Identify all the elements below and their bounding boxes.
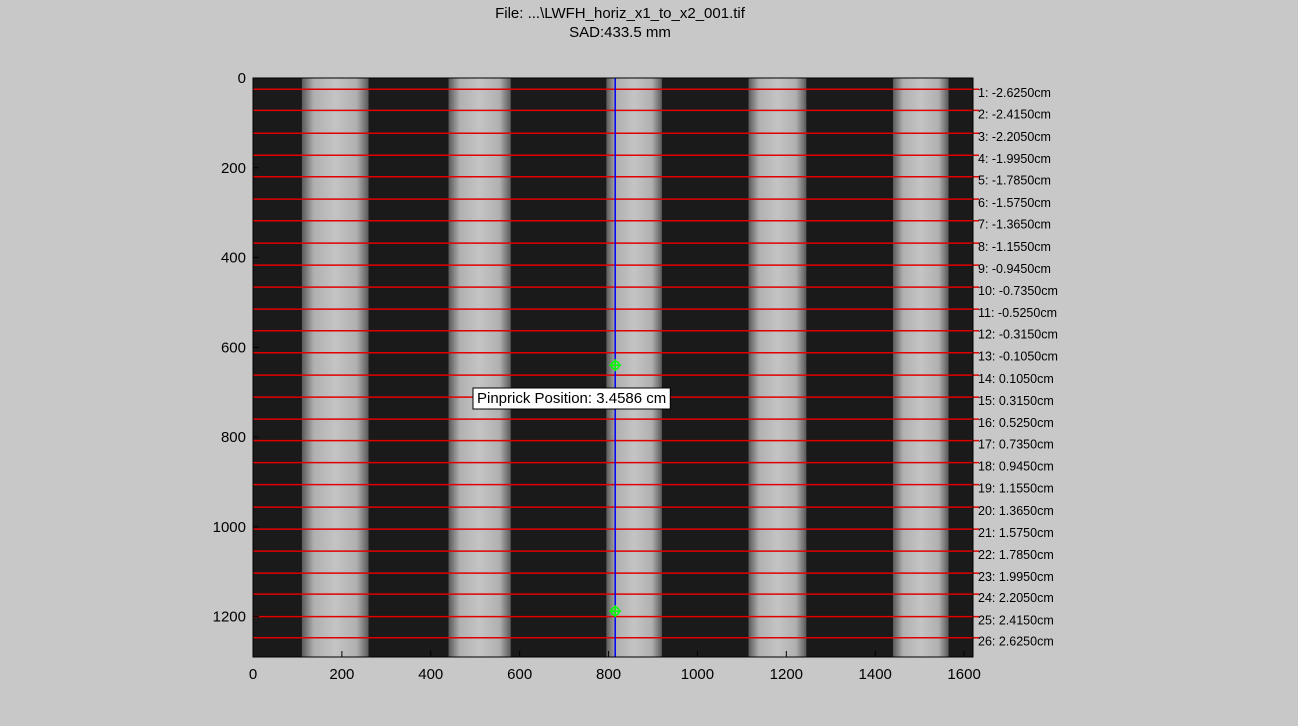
profile-line-label: 16: 0.5250cm <box>978 416 1054 430</box>
profile-line-label: 10: -0.7350cm <box>978 284 1058 298</box>
y-tick-label: 0 <box>238 70 246 87</box>
dark-band <box>510 78 607 657</box>
light-band <box>893 78 949 657</box>
profile-line-label: 14: 0.1050cm <box>978 372 1054 386</box>
profile-line-label: 7: -1.3650cm <box>978 218 1051 232</box>
y-tick-label: 1000 <box>213 519 246 536</box>
dark-band <box>368 78 449 657</box>
y-tick-label: 400 <box>221 250 246 267</box>
profile-line-label: 15: 0.3150cm <box>978 394 1054 408</box>
dark-band <box>661 78 749 657</box>
profile-line-label: 6: -1.5750cm <box>978 196 1051 210</box>
y-tick-label: 1200 <box>213 609 246 626</box>
profile-line-label: 1: -2.6250cm <box>978 86 1051 100</box>
x-tick-label: 600 <box>507 666 532 683</box>
dark-band <box>253 78 302 657</box>
pinprick-marker-icon[interactable] <box>609 605 622 618</box>
profile-line-label: 12: -0.3150cm <box>978 328 1058 342</box>
profile-line-label: 24: 2.2050cm <box>978 591 1054 605</box>
x-tick-label: 1400 <box>859 666 892 683</box>
profile-line-label: 25: 2.4150cm <box>978 614 1054 628</box>
dark-band <box>806 78 893 657</box>
x-tick-label: 1200 <box>770 666 803 683</box>
profile-line-label: 13: -0.1050cm <box>978 350 1058 364</box>
x-tick-label: 200 <box>329 666 354 683</box>
light-band <box>301 78 369 657</box>
light-band <box>748 78 807 657</box>
profile-line-label: 11: -0.5250cm <box>978 306 1057 320</box>
profile-line-label: 2: -2.4150cm <box>978 107 1051 121</box>
profile-line-label: 8: -1.1550cm <box>978 240 1051 254</box>
profile-line-label: 26: 2.6250cm <box>978 635 1054 649</box>
profile-line-label: 3: -2.2050cm <box>978 130 1051 144</box>
profile-line-label: 5: -1.7850cm <box>978 174 1051 188</box>
axes-frame <box>252 77 974 658</box>
profile-line-label: 19: 1.1550cm <box>978 482 1054 496</box>
figure-title-sad: SAD:433.5 mm <box>569 24 671 41</box>
x-tick-label: 1600 <box>947 666 980 683</box>
profile-line-label: 9: -0.9450cm <box>978 262 1051 276</box>
pinprick-position-label: Pinprick Position: 3.4586 cm <box>477 390 666 407</box>
profile-line-label: 18: 0.9450cm <box>978 460 1054 474</box>
x-tick-label: 0 <box>249 666 257 683</box>
profile-line-label: 17: 0.7350cm <box>978 438 1054 452</box>
light-band <box>448 78 511 657</box>
pinprick-marker-icon[interactable] <box>609 359 622 372</box>
profile-line-label: 22: 1.7850cm <box>978 548 1054 562</box>
profile-line-label: 21: 1.5750cm <box>978 526 1054 540</box>
y-tick-label: 600 <box>221 339 246 356</box>
profile-line-label: 20: 1.3650cm <box>978 504 1054 518</box>
pinprick-position-annotation: Pinprick Position: 3.4586 cm <box>472 387 671 410</box>
profile-line-label: 23: 1.9950cm <box>978 570 1054 584</box>
figure-title-file: File: ...\LWFH_horiz_x1_to_x2_001.tif <box>495 5 745 22</box>
profile-line-label: 4: -1.9950cm <box>978 152 1051 166</box>
y-tick-label: 200 <box>221 160 246 177</box>
x-tick-label: 800 <box>596 666 621 683</box>
dark-band <box>948 78 973 657</box>
x-tick-label: 400 <box>418 666 443 683</box>
y-tick-label: 800 <box>221 429 246 446</box>
pinprick-label-box <box>472 387 671 410</box>
x-tick-label: 1000 <box>681 666 714 683</box>
